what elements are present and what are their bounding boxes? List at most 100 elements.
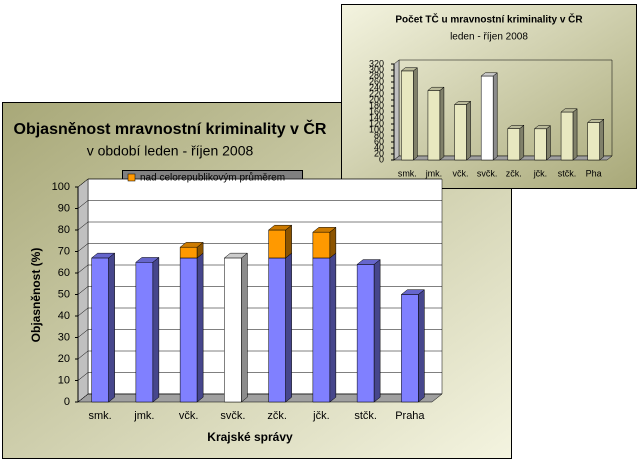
x-tick-label: včk. — [453, 168, 469, 178]
y-tick-label: 50 — [58, 288, 70, 300]
bar — [533, 125, 552, 161]
y-tick-label: 140 — [369, 112, 384, 122]
bar-face — [179, 246, 198, 259]
y-tick-label: 100 — [369, 124, 384, 134]
y-tick-label: 300 — [369, 64, 384, 74]
y-tick-label: 80 — [374, 130, 384, 140]
bar-face — [400, 289, 426, 295]
bar-face — [241, 252, 248, 403]
bar-face — [492, 72, 498, 161]
x-tick-label: jčk. — [533, 168, 548, 178]
bar-face — [312, 231, 331, 259]
x-tick-label: jmk. — [133, 410, 154, 422]
floor — [77, 393, 443, 403]
y-tick-label: 20 — [374, 148, 384, 158]
bar — [267, 224, 293, 259]
y-tick-label: 80 — [58, 224, 70, 236]
bar — [135, 256, 160, 403]
y-tick-label: 100 — [52, 181, 70, 193]
x-tick-label: zčk. — [267, 410, 287, 422]
y-tick-label: 60 — [58, 267, 70, 279]
bar-face — [418, 289, 425, 403]
bar — [400, 289, 426, 403]
x-tick-label: stčk. — [558, 168, 577, 178]
bar-face — [401, 294, 419, 403]
bar-face — [560, 111, 574, 161]
bar-face — [179, 257, 198, 403]
y-tick-label: 120 — [369, 118, 384, 128]
bar-face — [285, 252, 292, 403]
chart-title: Objasněnost mravnostní kriminality v ČR — [14, 119, 327, 138]
bar-face — [427, 90, 441, 161]
grid-line — [77, 221, 442, 231]
y-tick-label: 200 — [369, 94, 384, 104]
x-tick-label: včk. — [179, 410, 199, 422]
bar-face — [224, 257, 242, 403]
bar-face — [312, 257, 331, 403]
bar-face — [268, 229, 286, 259]
bar-face — [519, 124, 525, 161]
grid-line — [77, 178, 442, 188]
bar-face — [534, 128, 547, 161]
x-tick-label: smk. — [89, 410, 112, 422]
bar-face — [356, 264, 375, 403]
bar-face — [586, 119, 605, 123]
floor — [393, 155, 613, 161]
bar-face — [401, 70, 414, 161]
y-tick-label: 90 — [58, 202, 70, 214]
bar-face — [108, 252, 115, 403]
y-tick-label: 280 — [369, 70, 384, 80]
y-tick-label: 10 — [58, 374, 70, 386]
legend-swatch — [127, 173, 136, 182]
bar-face — [560, 108, 578, 113]
bar-face — [587, 122, 600, 161]
bar — [453, 100, 472, 161]
bar-face — [533, 125, 552, 130]
y-axis-title: Objasněnost (%) — [29, 248, 43, 343]
bar-face — [285, 224, 292, 259]
grid-line — [77, 200, 442, 209]
x-tick-label: jmk. — [425, 168, 443, 178]
bar-face — [480, 75, 494, 161]
bar — [179, 241, 204, 259]
bar-face — [439, 86, 445, 161]
bar — [90, 252, 116, 403]
y-tick-label: 40 — [374, 142, 384, 152]
bar-face — [373, 259, 381, 403]
bar-face — [546, 125, 551, 161]
bar — [267, 252, 293, 403]
y-tick-label: 260 — [369, 76, 384, 86]
bar-face — [572, 108, 578, 161]
x-tick-label: svčk. — [220, 410, 245, 422]
bar-face — [223, 252, 249, 259]
bar — [312, 252, 337, 403]
y-tick-label: 0 — [379, 154, 384, 164]
y-tick-label: 60 — [374, 136, 384, 146]
bar — [400, 67, 419, 161]
y-tick-label: 180 — [369, 100, 384, 110]
bar-face — [267, 224, 293, 231]
y-tick-label: 70 — [58, 245, 70, 257]
bar — [560, 108, 578, 161]
bar-face — [135, 257, 160, 263]
bar-face — [466, 100, 471, 161]
x-tick-label: Praha — [395, 410, 425, 422]
bar — [507, 124, 525, 161]
bar-face — [196, 252, 204, 403]
bar-face — [329, 226, 337, 259]
bar-face — [179, 242, 204, 248]
bar — [312, 226, 337, 259]
bar-face — [453, 101, 472, 105]
bar-face — [152, 256, 160, 403]
bar — [179, 252, 204, 403]
bar-face — [427, 86, 445, 91]
bar-face — [312, 227, 337, 233]
bar-face — [507, 128, 521, 161]
bar-face — [480, 72, 498, 77]
chart-subtitle: v období leden - říjen 2008 — [87, 143, 254, 159]
bar-face — [507, 125, 525, 129]
bar-face — [599, 118, 604, 161]
bar-face — [135, 262, 154, 403]
bar-face — [268, 257, 286, 403]
